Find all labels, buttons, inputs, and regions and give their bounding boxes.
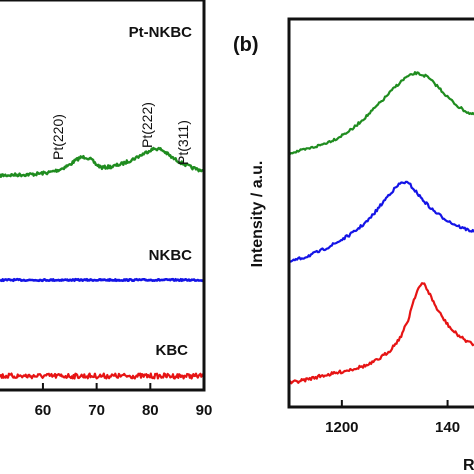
peak-label-pt-222: Pt(222) (139, 102, 155, 148)
x-tick-label: 1200 (325, 419, 358, 436)
series-line-1-0 (288, 71, 474, 155)
peak-label-pt-220: Pt(220) (50, 114, 66, 160)
x-tick-label: 70 (88, 402, 105, 419)
panel-b-x-axis-title: R (463, 457, 474, 474)
panel-b-series-group (287, 71, 474, 385)
panel-a-xrd-chart: 60 70 80 90 Pt-NKBC NKBC KBC Pt(220) Pt(222… (0, 0, 212, 419)
panel-b-raman-chart: (b) Intensity / a.u. 1200 140 R (233, 17, 474, 474)
x-tick-label: 90 (196, 402, 213, 419)
panel-b-x-ticks: 1200 140 (325, 400, 460, 436)
x-tick-label: 60 (35, 402, 52, 419)
series-line-1-1 (288, 180, 474, 263)
panel-label-b: (b) (233, 34, 259, 56)
series-label-pt-nkbc: Pt-NKBC (129, 24, 192, 41)
series-label-nkbc: NKBC (149, 247, 192, 264)
series-line-0-2 (0, 372, 206, 380)
series-label-kbc: KBC (156, 342, 189, 359)
panel-b-axis-frame (287, 17, 474, 409)
x-tick-label: 80 (142, 402, 159, 419)
x-tick-label: 140 (435, 419, 460, 436)
panel-a-x-ticks: 60 70 80 90 (35, 383, 213, 419)
panel-a-series-group (0, 146, 206, 380)
peak-label-pt-311: Pt(311) (175, 120, 191, 165)
series-line-1-2 (287, 282, 474, 385)
panel-a-axis-frame (0, 0, 206, 392)
panel-b-y-axis-title: Intensity / a.u. (249, 161, 266, 268)
series-line-0-0 (0, 146, 205, 178)
series-line-0-1 (0, 277, 205, 283)
